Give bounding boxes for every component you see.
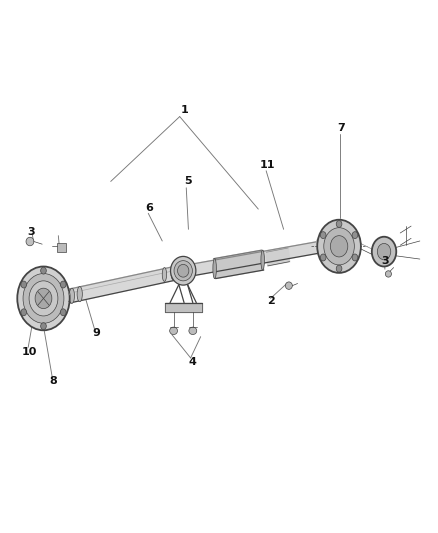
- Ellipse shape: [26, 237, 34, 246]
- Polygon shape: [67, 265, 183, 303]
- Ellipse shape: [60, 281, 66, 288]
- Text: 9: 9: [93, 328, 101, 338]
- Polygon shape: [68, 292, 70, 302]
- Text: 2: 2: [268, 296, 275, 306]
- Polygon shape: [181, 239, 331, 278]
- Text: 3: 3: [28, 227, 35, 237]
- Ellipse shape: [320, 232, 326, 239]
- Text: 1: 1: [180, 104, 188, 115]
- Ellipse shape: [174, 261, 192, 281]
- Ellipse shape: [17, 266, 70, 330]
- Ellipse shape: [21, 281, 27, 288]
- Ellipse shape: [336, 265, 342, 272]
- Ellipse shape: [352, 232, 358, 239]
- Text: 4: 4: [189, 357, 197, 367]
- Ellipse shape: [213, 259, 216, 279]
- Ellipse shape: [324, 228, 354, 265]
- Ellipse shape: [60, 309, 66, 316]
- Text: 8: 8: [49, 376, 57, 386]
- Ellipse shape: [372, 237, 396, 266]
- Polygon shape: [214, 250, 264, 279]
- Ellipse shape: [317, 220, 361, 273]
- Ellipse shape: [21, 309, 27, 316]
- Polygon shape: [317, 239, 331, 253]
- Ellipse shape: [35, 288, 52, 309]
- Ellipse shape: [29, 281, 58, 316]
- Ellipse shape: [385, 271, 392, 277]
- Text: 7: 7: [337, 123, 345, 133]
- Ellipse shape: [189, 327, 197, 335]
- Ellipse shape: [320, 254, 326, 261]
- Ellipse shape: [177, 264, 189, 277]
- Ellipse shape: [170, 256, 196, 285]
- Ellipse shape: [41, 267, 46, 274]
- Ellipse shape: [41, 322, 46, 329]
- Ellipse shape: [77, 287, 82, 302]
- Ellipse shape: [336, 221, 342, 228]
- Ellipse shape: [170, 327, 177, 335]
- FancyBboxPatch shape: [57, 243, 66, 252]
- Ellipse shape: [330, 236, 348, 257]
- Ellipse shape: [171, 266, 175, 280]
- Text: 5: 5: [185, 176, 192, 187]
- Text: 11: 11: [259, 160, 275, 171]
- Ellipse shape: [286, 282, 292, 289]
- Ellipse shape: [69, 288, 74, 303]
- Polygon shape: [266, 248, 290, 266]
- Ellipse shape: [261, 250, 265, 270]
- Ellipse shape: [23, 273, 64, 324]
- Ellipse shape: [352, 254, 358, 261]
- Text: 6: 6: [145, 203, 153, 213]
- Ellipse shape: [377, 244, 391, 260]
- Text: 3: 3: [381, 256, 389, 266]
- Polygon shape: [165, 303, 201, 312]
- Ellipse shape: [162, 268, 166, 281]
- Text: 10: 10: [21, 346, 37, 357]
